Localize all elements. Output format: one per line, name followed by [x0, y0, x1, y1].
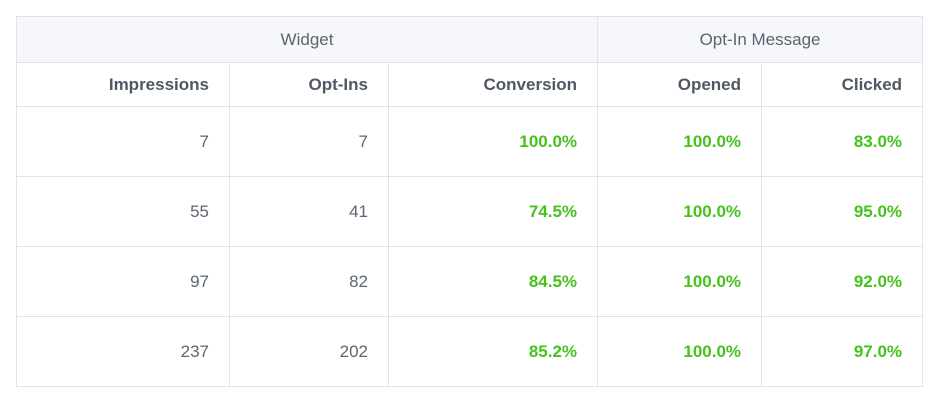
- cell-optins: 41: [229, 176, 389, 247]
- group-header-widget: Widget: [15, 16, 599, 63]
- cell-opened: 100.0%: [597, 316, 763, 387]
- cell-clicked: 97.0%: [761, 316, 924, 387]
- cell-impressions: 237: [16, 316, 230, 387]
- cell-conversion: 74.5%: [387, 176, 599, 247]
- cell-clicked: 95.0%: [761, 176, 924, 247]
- table-row: 237 202 85.2% 100.0% 97.0%: [16, 316, 924, 387]
- stats-table: Widget Opt-In Message Impressions Opt-In…: [15, 16, 924, 387]
- cell-optins: 82: [229, 246, 389, 317]
- table-row: 55 41 74.5% 100.0% 95.0%: [16, 176, 924, 247]
- cell-opened: 100.0%: [597, 106, 763, 177]
- cell-conversion: 85.2%: [387, 316, 599, 387]
- cell-clicked: 83.0%: [761, 106, 924, 177]
- group-header-optin-message: Opt-In Message: [597, 16, 924, 63]
- cell-conversion: 84.5%: [387, 246, 599, 317]
- cell-optins: 7: [229, 106, 389, 177]
- cell-optins: 202: [229, 316, 389, 387]
- cell-impressions: 97: [16, 246, 230, 317]
- cell-conversion: 100.0%: [387, 106, 599, 177]
- column-header-opened[interactable]: Opened: [597, 62, 763, 107]
- cell-clicked: 92.0%: [761, 246, 924, 317]
- cell-opened: 100.0%: [597, 246, 763, 317]
- table-row: 97 82 84.5% 100.0% 92.0%: [16, 246, 924, 317]
- cell-impressions: 55: [16, 176, 230, 247]
- cell-impressions: 7: [16, 106, 230, 177]
- column-header-optins[interactable]: Opt-Ins: [229, 62, 389, 107]
- group-header-row: Widget Opt-In Message: [15, 16, 924, 63]
- stats-table-container: Widget Opt-In Message Impressions Opt-In…: [15, 16, 924, 387]
- cell-opened: 100.0%: [597, 176, 763, 247]
- column-header-clicked[interactable]: Clicked: [761, 62, 924, 107]
- column-header-impressions[interactable]: Impressions: [16, 62, 230, 107]
- column-header-row: Impressions Opt-Ins Conversion Opened Cl…: [16, 62, 924, 107]
- table-row: 7 7 100.0% 100.0% 83.0%: [16, 106, 924, 177]
- column-header-conversion[interactable]: Conversion: [387, 62, 599, 107]
